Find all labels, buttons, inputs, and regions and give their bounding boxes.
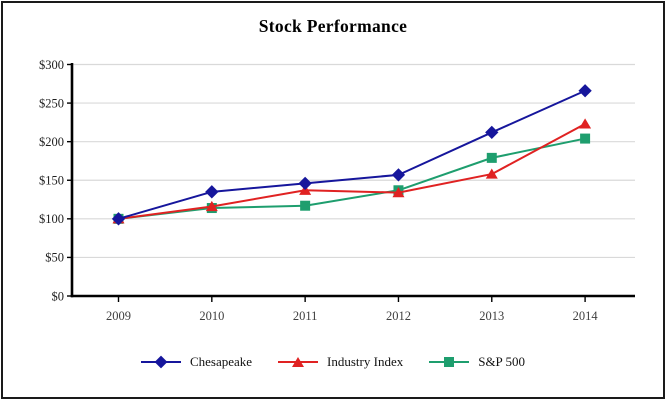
legend-label: Industry Index — [327, 354, 404, 369]
triangle-marker-icon — [579, 118, 592, 129]
y-axis-label: $50 — [45, 251, 64, 265]
square-marker-icon — [486, 152, 497, 163]
y-axis-label: $100 — [39, 212, 64, 226]
legend: Chesapeake Industry Index S&P 500 — [0, 352, 666, 372]
legend-swatch — [278, 354, 319, 370]
x-axis-label: 2012 — [386, 309, 411, 323]
x-axis-label: 2010 — [199, 309, 224, 323]
square-marker-icon — [444, 357, 455, 367]
x-axis-label: 2013 — [479, 309, 504, 323]
y-axis-label: $200 — [39, 135, 64, 149]
y-axis-label: $0 — [52, 289, 65, 303]
chart-title: Stock Performance — [258, 16, 408, 36]
legend-label: Chesapeake — [189, 354, 253, 369]
series-line-industry-index — [118, 123, 586, 220]
diamond-marker-icon — [154, 355, 168, 369]
diamond-marker-icon — [205, 185, 219, 199]
y-axis-label: $300 — [39, 58, 64, 72]
legend-item-industry-index: Industry Index — [278, 354, 403, 370]
legend-swatch — [140, 354, 181, 370]
x-axis-label: 2014 — [573, 309, 599, 323]
x-axis-label: 2009 — [106, 309, 131, 323]
legend-label: S&P 500 — [478, 354, 526, 369]
diamond-marker-icon — [298, 176, 312, 190]
legend-item-sp500: S&P 500 — [429, 354, 525, 370]
triangle-marker-icon — [485, 168, 498, 179]
series-line-chesapeake — [118, 89, 586, 220]
diamond-marker-icon — [391, 168, 406, 182]
y-axis-label: $250 — [39, 96, 64, 110]
y-axis-label: $150 — [39, 174, 64, 188]
square-marker-icon — [580, 133, 591, 144]
diamond-marker-icon — [578, 84, 592, 98]
square-marker-icon — [300, 200, 311, 211]
triangle-marker-icon — [205, 200, 218, 212]
triangle-marker-icon — [392, 186, 405, 198]
x-axis-label: 2011 — [293, 309, 318, 323]
legend-item-chesapeake: Chesapeake — [140, 354, 253, 370]
diamond-marker-icon — [485, 125, 499, 140]
triangle-marker-icon — [292, 357, 305, 367]
series-line-s-p-500 — [118, 137, 586, 220]
legend-swatch — [429, 354, 470, 370]
